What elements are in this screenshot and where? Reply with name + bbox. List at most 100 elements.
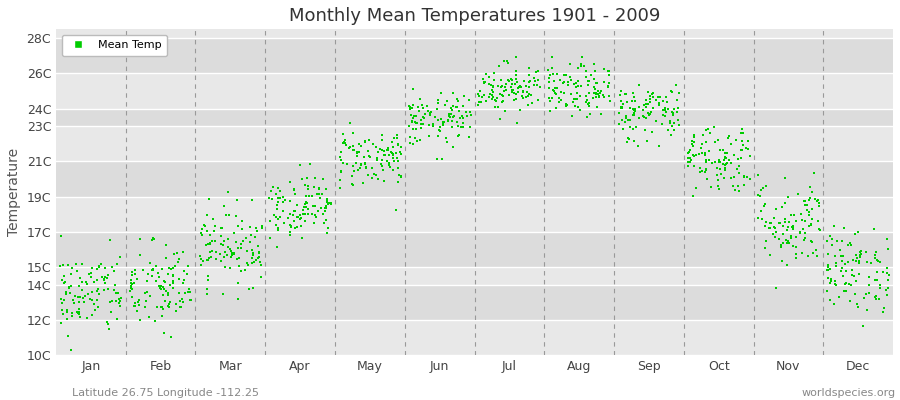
Point [293,216,308,222]
Point [367,170,382,177]
Point [54,307,68,314]
Point [264,188,278,194]
Point [184,296,199,303]
Point [751,215,765,222]
Point [301,206,315,213]
Point [350,150,365,156]
Bar [56,285,893,320]
Point [614,105,628,111]
Point [759,223,773,229]
Point [713,166,727,172]
Point [334,149,348,155]
Point [849,252,863,258]
Point [474,94,489,100]
Point [838,261,852,267]
Point [295,235,310,242]
Point [703,130,717,136]
Point [868,255,883,261]
Point [338,140,353,147]
Point [658,107,672,113]
Bar [56,73,893,108]
Bar [56,197,893,232]
Point [505,87,519,94]
Point [590,104,605,110]
Point [436,120,450,127]
Point [698,159,713,165]
Point [782,240,796,246]
Point [553,95,567,102]
Point [336,130,350,137]
Point [65,313,79,320]
Point [796,250,810,256]
Point [784,232,798,239]
Point [87,307,102,313]
Point [833,268,848,274]
Point [632,82,646,88]
Point [160,292,175,298]
Point [701,157,716,163]
Point [826,301,841,308]
Point [620,139,634,146]
Point [629,124,643,130]
Point [645,90,660,97]
Point [382,160,396,166]
Point [681,158,696,165]
Point [478,78,492,85]
Point [273,214,287,221]
Point [166,272,181,279]
Point [157,330,171,336]
Point [649,117,663,124]
Point [103,237,117,243]
Point [786,223,800,229]
Point [446,90,460,96]
Point [868,252,883,258]
Point [774,244,788,250]
Point [636,113,651,119]
Point [621,134,635,141]
Point [230,280,245,286]
Bar [56,20,893,38]
Point [698,150,712,156]
Point [357,160,372,166]
Point [784,212,798,218]
Point [737,173,751,179]
Point [557,78,572,85]
Point [254,262,268,268]
Point [371,149,385,155]
Point [443,114,457,120]
Point [200,257,214,263]
Point [162,265,176,272]
Point [717,157,732,164]
Point [484,96,499,102]
Point [155,266,169,272]
Point [667,127,681,133]
Point [432,128,446,134]
Point [73,314,87,321]
Point [363,154,377,160]
Point [619,113,634,119]
Point [455,115,470,121]
Point [851,304,866,310]
Point [308,174,322,181]
Point [248,233,263,240]
Point [311,208,326,214]
Point [713,147,727,154]
Point [670,109,684,115]
Point [712,186,726,192]
Point [530,97,544,103]
Point [731,156,745,163]
Point [835,265,850,272]
Point [276,208,291,214]
Point [205,238,220,244]
Point [92,262,106,269]
Point [779,240,794,246]
Point [128,299,142,306]
Point [580,99,594,105]
Point [661,127,675,134]
Point [793,210,807,217]
Point [361,172,375,178]
Point [672,89,687,96]
Point [572,83,586,89]
Point [669,82,683,88]
Point [732,170,746,176]
